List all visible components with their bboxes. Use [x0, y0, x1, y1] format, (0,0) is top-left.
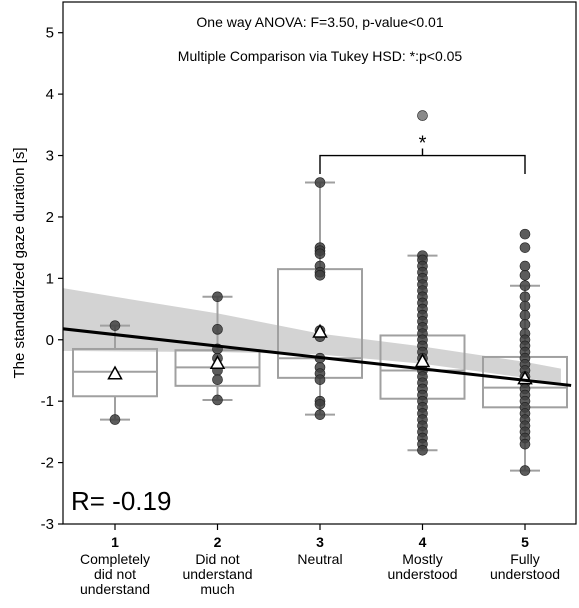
y-tick-label: 4 [46, 86, 54, 103]
data-point [519, 309, 531, 321]
x-tick-label: 1 [111, 534, 119, 550]
anova-annotation: One way ANOVA: F=3.50, p-value<0.01 [196, 14, 443, 30]
x-category-label: Fully [510, 551, 540, 567]
data-points [109, 110, 531, 476]
points-group-4 [417, 110, 428, 456]
data-point [314, 409, 326, 420]
y-tick-label: -2 [41, 455, 54, 472]
data-point [519, 242, 531, 253]
points-group-1 [109, 320, 121, 425]
r-value-annotation: R= -0.19 [71, 486, 171, 516]
data-point [519, 228, 531, 240]
x-category-label: understood [490, 566, 560, 582]
y-axis-label: The standardized gaze duration [s] [11, 148, 28, 379]
data-point [519, 465, 531, 476]
x-category-label: Did not [195, 551, 239, 567]
data-point [519, 319, 531, 330]
x-category-label: understand [182, 566, 252, 582]
data-point [314, 248, 326, 260]
significance-bracket-line [319, 148, 526, 174]
data-point [212, 324, 223, 335]
x-category-label: did not [94, 566, 136, 582]
data-point [109, 414, 121, 425]
data-point [519, 280, 531, 292]
data-point [519, 438, 531, 450]
x-tick-label: 4 [419, 534, 427, 550]
significance-bracket: * [319, 133, 526, 174]
y-tick-label: 1 [46, 270, 54, 287]
data-point [519, 291, 531, 303]
x-category-label: Mostly [402, 551, 442, 567]
mean-marker-3 [312, 323, 328, 338]
data-point [314, 177, 326, 188]
x-category-label: Neutral [297, 551, 342, 567]
data-point [519, 300, 531, 312]
y-tick-label: 3 [46, 148, 54, 165]
y-tick-label: -1 [41, 393, 54, 410]
x-category-label: much [200, 581, 234, 597]
data-point [417, 110, 428, 121]
x-category-label: understood [387, 566, 457, 582]
data-point [519, 260, 531, 272]
confidence-band-area [63, 288, 561, 384]
significance-marker: * [419, 133, 427, 155]
data-point [519, 269, 531, 281]
x-category-label: Completely [80, 551, 150, 567]
points-group-5 [519, 228, 531, 476]
y-tick-label: 2 [46, 209, 54, 226]
confidence-band [63, 288, 561, 384]
data-point [314, 269, 326, 281]
y-tick-label: -3 [41, 516, 54, 533]
x-tick-label: 5 [521, 534, 529, 550]
mean-marker-2 [209, 355, 226, 370]
data-point [417, 445, 428, 456]
tukey-annotation: Multiple Comparison via Tukey HSD: *:p<0… [178, 48, 463, 64]
y-tick-label: 5 [46, 25, 54, 42]
regression-line [63, 327, 572, 387]
data-point [212, 291, 223, 303]
data-point [212, 394, 223, 406]
data-point [212, 374, 223, 385]
regression-fit-line [63, 327, 572, 387]
y-tick-label: 0 [46, 332, 54, 349]
data-point [109, 320, 121, 331]
mean-marker-4 [414, 353, 431, 368]
data-point [314, 398, 326, 410]
x-category-label: understand [80, 581, 150, 597]
data-point [314, 374, 326, 385]
x-tick-label: 2 [214, 534, 222, 550]
x-tick-label: 3 [316, 534, 324, 550]
mean-marker-1 [107, 365, 123, 380]
